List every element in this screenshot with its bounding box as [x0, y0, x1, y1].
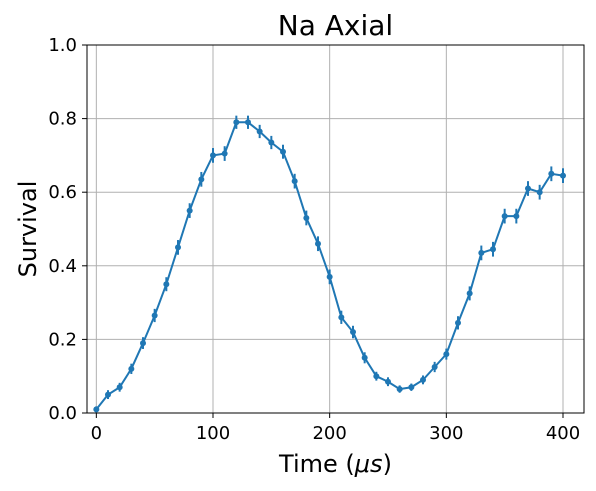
data-point [140, 340, 146, 347]
data-point [536, 189, 543, 196]
data-point [291, 178, 298, 185]
chart-title: Na Axial [278, 9, 393, 42]
data-point [525, 185, 531, 192]
x-tick-label: 200 [312, 423, 346, 444]
data-point [326, 273, 333, 280]
data-point [256, 128, 263, 135]
y-tick-label: 0.2 [48, 329, 77, 350]
grid [87, 44, 584, 414]
data-point [268, 139, 275, 146]
data-point [303, 214, 310, 221]
x-axis-label-symbol: μs [354, 450, 383, 478]
x-tick-label: 0 [91, 423, 102, 444]
data-point [338, 314, 345, 321]
data-point [116, 384, 123, 391]
data-series [93, 115, 566, 413]
y-axis-label: Survival [14, 181, 42, 278]
data-point [501, 213, 508, 220]
data-point [420, 376, 426, 383]
x-tick-label: 100 [196, 423, 230, 444]
y-tick-label: 0.0 [48, 403, 77, 424]
data-point [548, 170, 555, 177]
data-point [466, 290, 473, 297]
data-point [210, 152, 216, 159]
data-point [93, 406, 100, 413]
data-point [350, 329, 356, 336]
x-axis-label-end: ) [383, 450, 392, 478]
x-axis-label-main: Time ( [278, 450, 355, 478]
plot-frame [86, 44, 585, 414]
data-point [443, 351, 450, 358]
x-tick-label: 300 [429, 423, 463, 444]
data-point [221, 150, 228, 157]
y-tick-label: 0.4 [48, 256, 77, 277]
data-point [361, 354, 368, 361]
data-point [105, 391, 111, 398]
data-point [408, 384, 415, 391]
data-point [151, 312, 158, 319]
data-point [478, 249, 485, 256]
x-axis-label: Time (μs) [278, 450, 392, 478]
data-point [163, 281, 170, 288]
data-point [455, 319, 461, 326]
data-point [385, 378, 391, 385]
x-tick-label: 400 [546, 423, 580, 444]
data-point [233, 119, 240, 126]
data-point [315, 240, 321, 247]
data-point [198, 176, 205, 183]
data-point [128, 365, 135, 372]
data-point [431, 364, 438, 370]
data-point [186, 207, 193, 214]
data-point [490, 246, 496, 253]
axis-ticks: 0 100 200 300 400 0.0 0.2 0.4 0.6 0.8 1.0 [48, 35, 580, 444]
y-tick-label: 1.0 [48, 35, 77, 56]
data-point [245, 119, 251, 126]
data-point [396, 386, 403, 393]
y-tick-label: 0.6 [48, 182, 77, 203]
data-point [373, 373, 380, 380]
data-point [280, 148, 286, 155]
data-point [513, 213, 520, 220]
data-point [560, 172, 566, 179]
y-tick-label: 0.8 [48, 109, 77, 130]
data-point [175, 244, 181, 251]
